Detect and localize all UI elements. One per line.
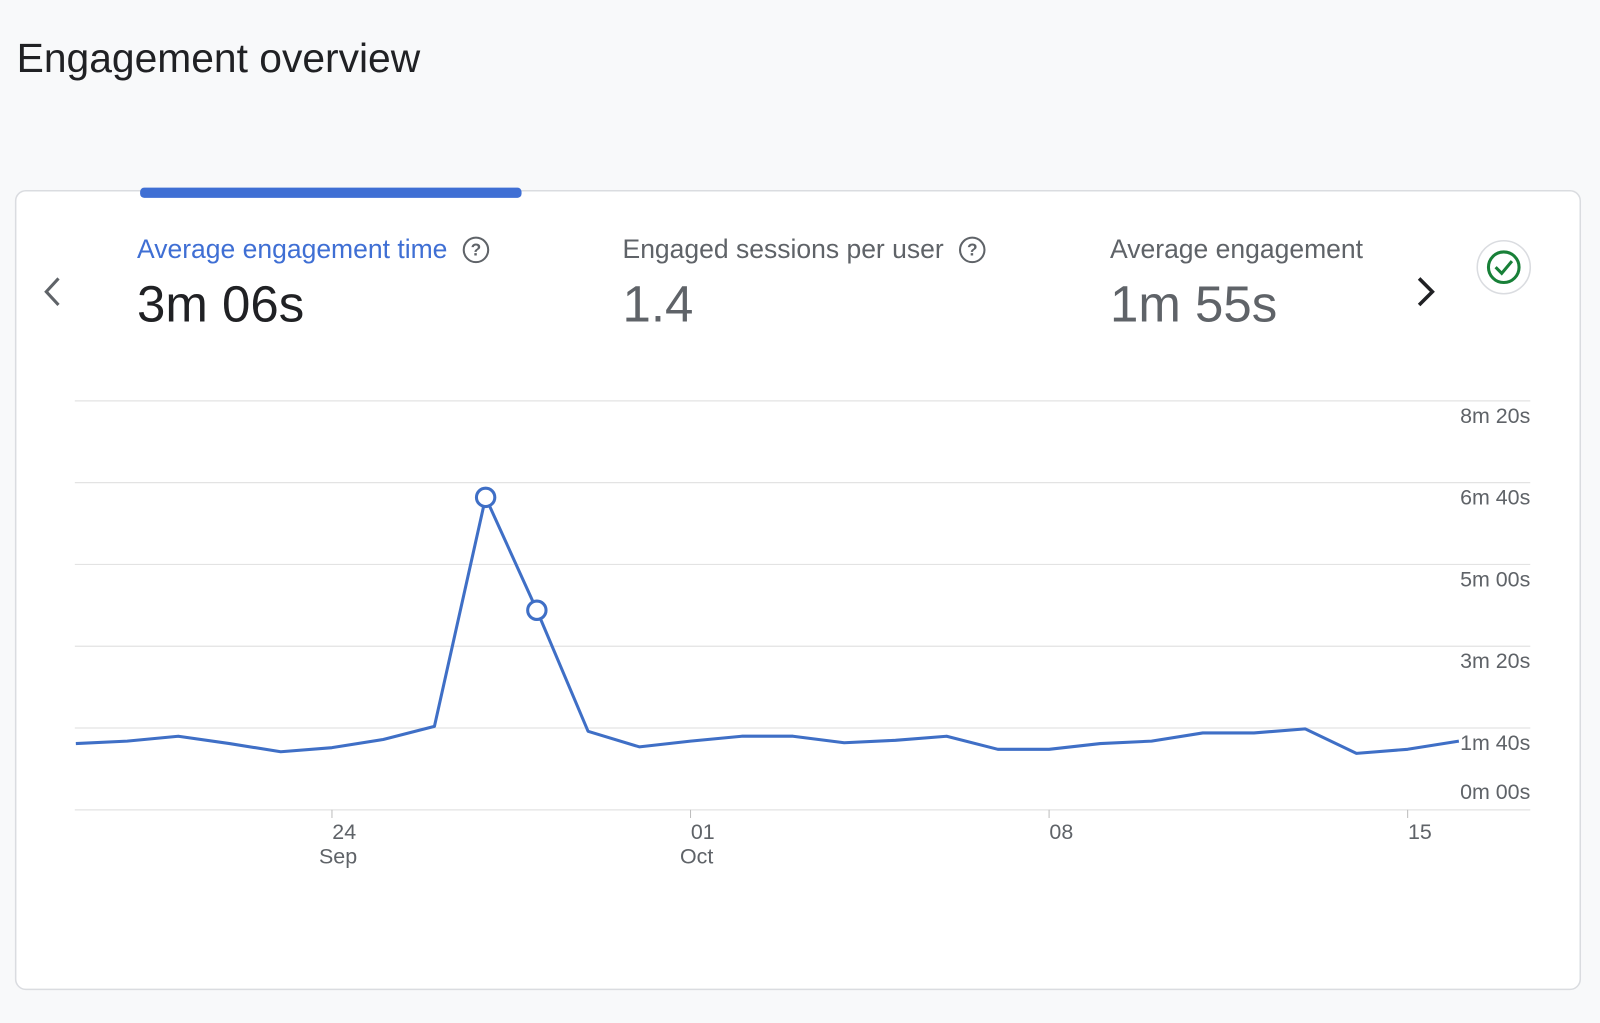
check-mark: [1494, 260, 1514, 276]
metric-tab[interactable]: Average engagement time 3m 06s?: [137, 234, 490, 333]
point-marker[interactable]: [474, 486, 497, 509]
chart: 0m 00s 1m 40s 3m 20s 5m 00s 6m 40s 8m 20s 24Se…: [74, 400, 1530, 868]
check-circle: [1486, 250, 1521, 285]
y-tick-label: 5m 00s: [1460, 567, 1530, 591]
y-tick-label: 0m 00s: [1460, 780, 1530, 804]
y-tick-label: 8m 20s: [1460, 404, 1530, 428]
next-arrow[interactable]: [1417, 277, 1435, 307]
help-icon[interactable]: [462, 236, 490, 264]
prev-arrow[interactable]: [44, 277, 60, 306]
metric-title: Engaged sessions per user: [623, 234, 944, 264]
x-tick-label: 15: [1408, 820, 1432, 844]
y-tick-label: 3m 20s: [1460, 649, 1530, 673]
x-tick-label: Oct: [680, 844, 713, 868]
card: [14, 189, 1582, 991]
metric-value: 1m 55s: [1110, 275, 1277, 332]
selected-tab-indicator: [140, 187, 522, 198]
metric-tab[interactable]: Average engagement 1m 55s: [1110, 234, 1364, 333]
metric-value: 1.4: [623, 275, 694, 332]
y-tick-label: 6m 40s: [1460, 486, 1530, 510]
series-line: [75, 495, 1460, 755]
metric-tab[interactable]: Engaged sessions per user 1.4?: [623, 234, 986, 333]
status-badge[interactable]: [1476, 239, 1532, 295]
x-tick-label: Sep: [319, 844, 357, 868]
x-tick-label: 01: [691, 820, 715, 844]
help-icon-glyph: ?: [967, 239, 978, 259]
help-icon[interactable]: [958, 236, 986, 264]
metric-title: Average engagement time: [137, 234, 447, 264]
x-tick-label: 24: [332, 820, 356, 844]
page-title: Engagement overview: [17, 35, 421, 81]
metric-title: Average engagement: [1110, 234, 1364, 264]
metric-value: 3m 06s: [137, 275, 304, 332]
x-tick-label: 08: [1049, 820, 1073, 844]
help-icon-glyph: ?: [471, 239, 482, 259]
y-tick-label: 1m 40s: [1460, 731, 1530, 755]
point-marker[interactable]: [526, 599, 548, 621]
